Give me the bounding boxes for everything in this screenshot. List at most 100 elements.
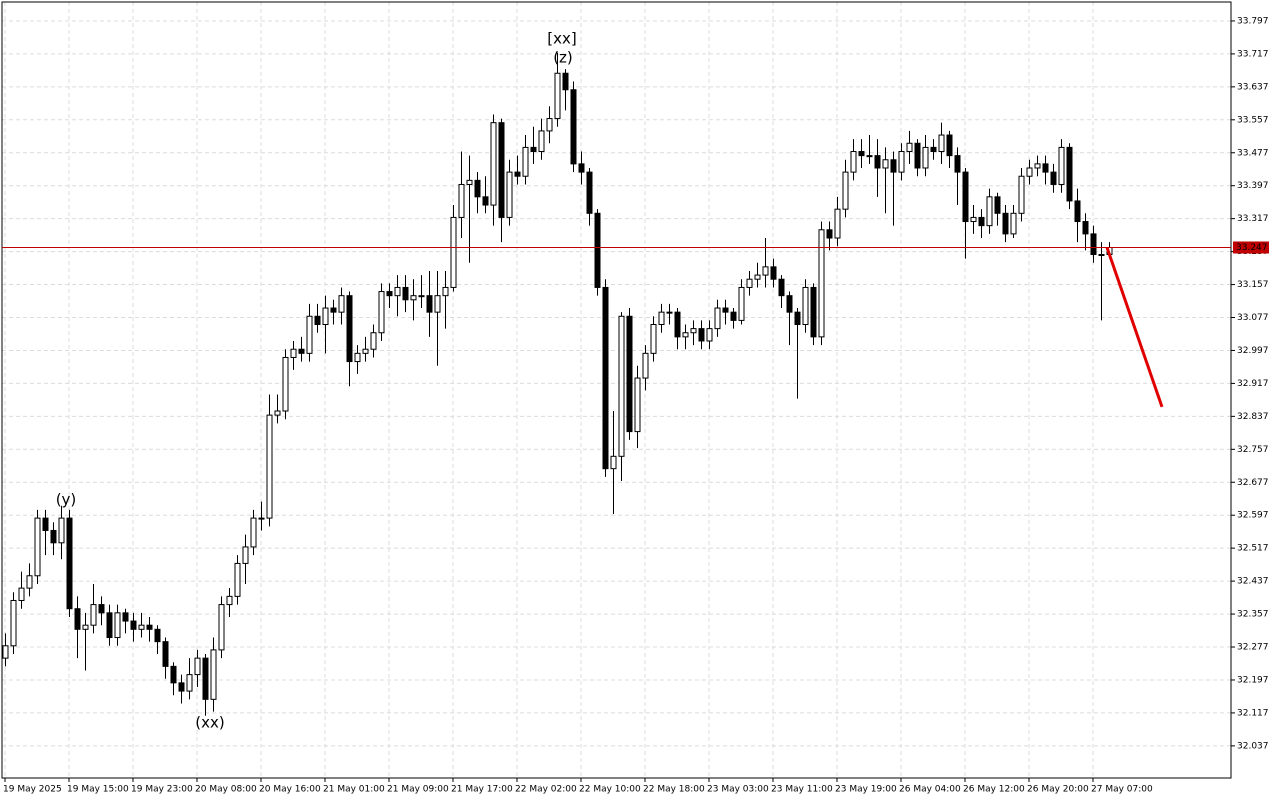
candle-body (130, 620, 137, 630)
wave-label: [xx] (547, 30, 576, 48)
candle-body (882, 159, 889, 169)
candle-body (994, 196, 1001, 214)
x-tick-label: 20 May 08:00 (195, 785, 257, 795)
y-tick-label: 32.997 (1237, 346, 1269, 356)
candle-body (546, 118, 553, 132)
candle-body (346, 295, 353, 363)
candle-body (498, 122, 505, 218)
x-tick-label: 26 May 12:00 (963, 785, 1025, 795)
candle-body (250, 517, 257, 548)
candle-body (314, 315, 321, 326)
x-tick-label: 22 May 02:00 (515, 785, 577, 795)
candle-body (770, 266, 777, 280)
y-tick-label: 33.317 (1237, 214, 1269, 224)
candle-body (898, 151, 905, 173)
candle-body (442, 286, 449, 297)
candle-body (1074, 200, 1081, 223)
y-tick-label: 33.077 (1237, 313, 1269, 323)
candle-body (562, 72, 569, 91)
candle-body (874, 155, 881, 169)
x-tick-label: 26 May 04:00 (899, 785, 961, 795)
candle-body (1010, 212, 1017, 235)
candle-body (954, 155, 961, 173)
x-tick-label: 22 May 10:00 (579, 785, 641, 795)
candle-body (202, 657, 209, 700)
candle-body (34, 517, 41, 577)
candle-body (818, 229, 825, 338)
candle-body (274, 410, 281, 416)
x-tick-label: 19 May 15:00 (67, 785, 129, 795)
candle-body (610, 455, 617, 470)
candle-body (266, 414, 273, 519)
candle-body (242, 546, 249, 564)
x-tick-label: 26 May 20:00 (1027, 785, 1089, 795)
y-tick-label: 33.797 (1237, 16, 1269, 26)
candle-body (1034, 163, 1041, 169)
candle-body (570, 89, 577, 165)
candle-body (338, 295, 345, 313)
candle-body (658, 311, 665, 326)
candle-body (466, 179, 473, 185)
candle-body (74, 608, 81, 630)
candle-body (138, 624, 145, 630)
y-tick-label: 32.597 (1237, 511, 1269, 521)
candle-body (1058, 146, 1065, 185)
candle-body (986, 196, 993, 227)
x-tick-label: 19 May 2025 (3, 785, 62, 795)
candle-body (522, 146, 529, 177)
candle-body (1026, 167, 1033, 177)
candle-body (602, 286, 609, 470)
wave-label: (y) (56, 491, 77, 509)
y-tick-label: 32.357 (1237, 610, 1269, 620)
candle-body (514, 171, 521, 177)
x-tick-label: 22 May 18:00 (643, 785, 705, 795)
candle-body (162, 641, 169, 667)
y-tick-label: 33.717 (1237, 49, 1269, 59)
candle-body (978, 216, 985, 227)
candle-body (194, 657, 201, 676)
y-tick-label: 32.037 (1237, 741, 1269, 751)
x-tick-label: 19 May 23:00 (131, 785, 193, 795)
candle-body (698, 328, 705, 342)
candle-body (418, 295, 425, 298)
candle-body (826, 229, 833, 239)
price-label: 33.247 (1236, 243, 1268, 253)
forecast-line (1105, 246, 1164, 408)
candle-body (1066, 146, 1073, 202)
candle-body (170, 665, 177, 684)
candle-body (1018, 175, 1025, 214)
candle-body (410, 295, 417, 301)
candle-body (906, 142, 913, 153)
y-tick-label: 32.437 (1237, 577, 1269, 587)
candle-body (66, 517, 73, 610)
plot-frame (1, 1, 1232, 779)
candle-body (866, 155, 873, 158)
candle-body (1050, 171, 1057, 185)
candle-body (794, 311, 801, 326)
candle-body (210, 649, 217, 700)
candle-body (298, 348, 305, 354)
y-tick-label: 33.557 (1237, 115, 1269, 125)
y-tick-label: 32.917 (1237, 379, 1269, 389)
candle-body (426, 295, 433, 313)
candle-body (530, 146, 537, 153)
candle-body (754, 274, 761, 280)
candle-body (1082, 221, 1089, 235)
candle-body (234, 562, 241, 597)
candle-body (1002, 212, 1009, 235)
candle-body (58, 517, 65, 544)
candle-body (322, 307, 329, 326)
candle-body (738, 286, 745, 321)
candle-body (26, 575, 33, 589)
x-tick-label: 21 May 09:00 (387, 785, 449, 795)
x-tick-label: 23 May 03:00 (707, 785, 769, 795)
candle-body (1042, 163, 1049, 173)
candle-body (1090, 233, 1097, 255)
candle-body (474, 179, 481, 198)
candle-body (42, 517, 49, 531)
wave-label: (xx) (195, 714, 224, 732)
candle-body (378, 291, 385, 334)
candle-body (970, 216, 977, 223)
candle-body (682, 332, 689, 338)
